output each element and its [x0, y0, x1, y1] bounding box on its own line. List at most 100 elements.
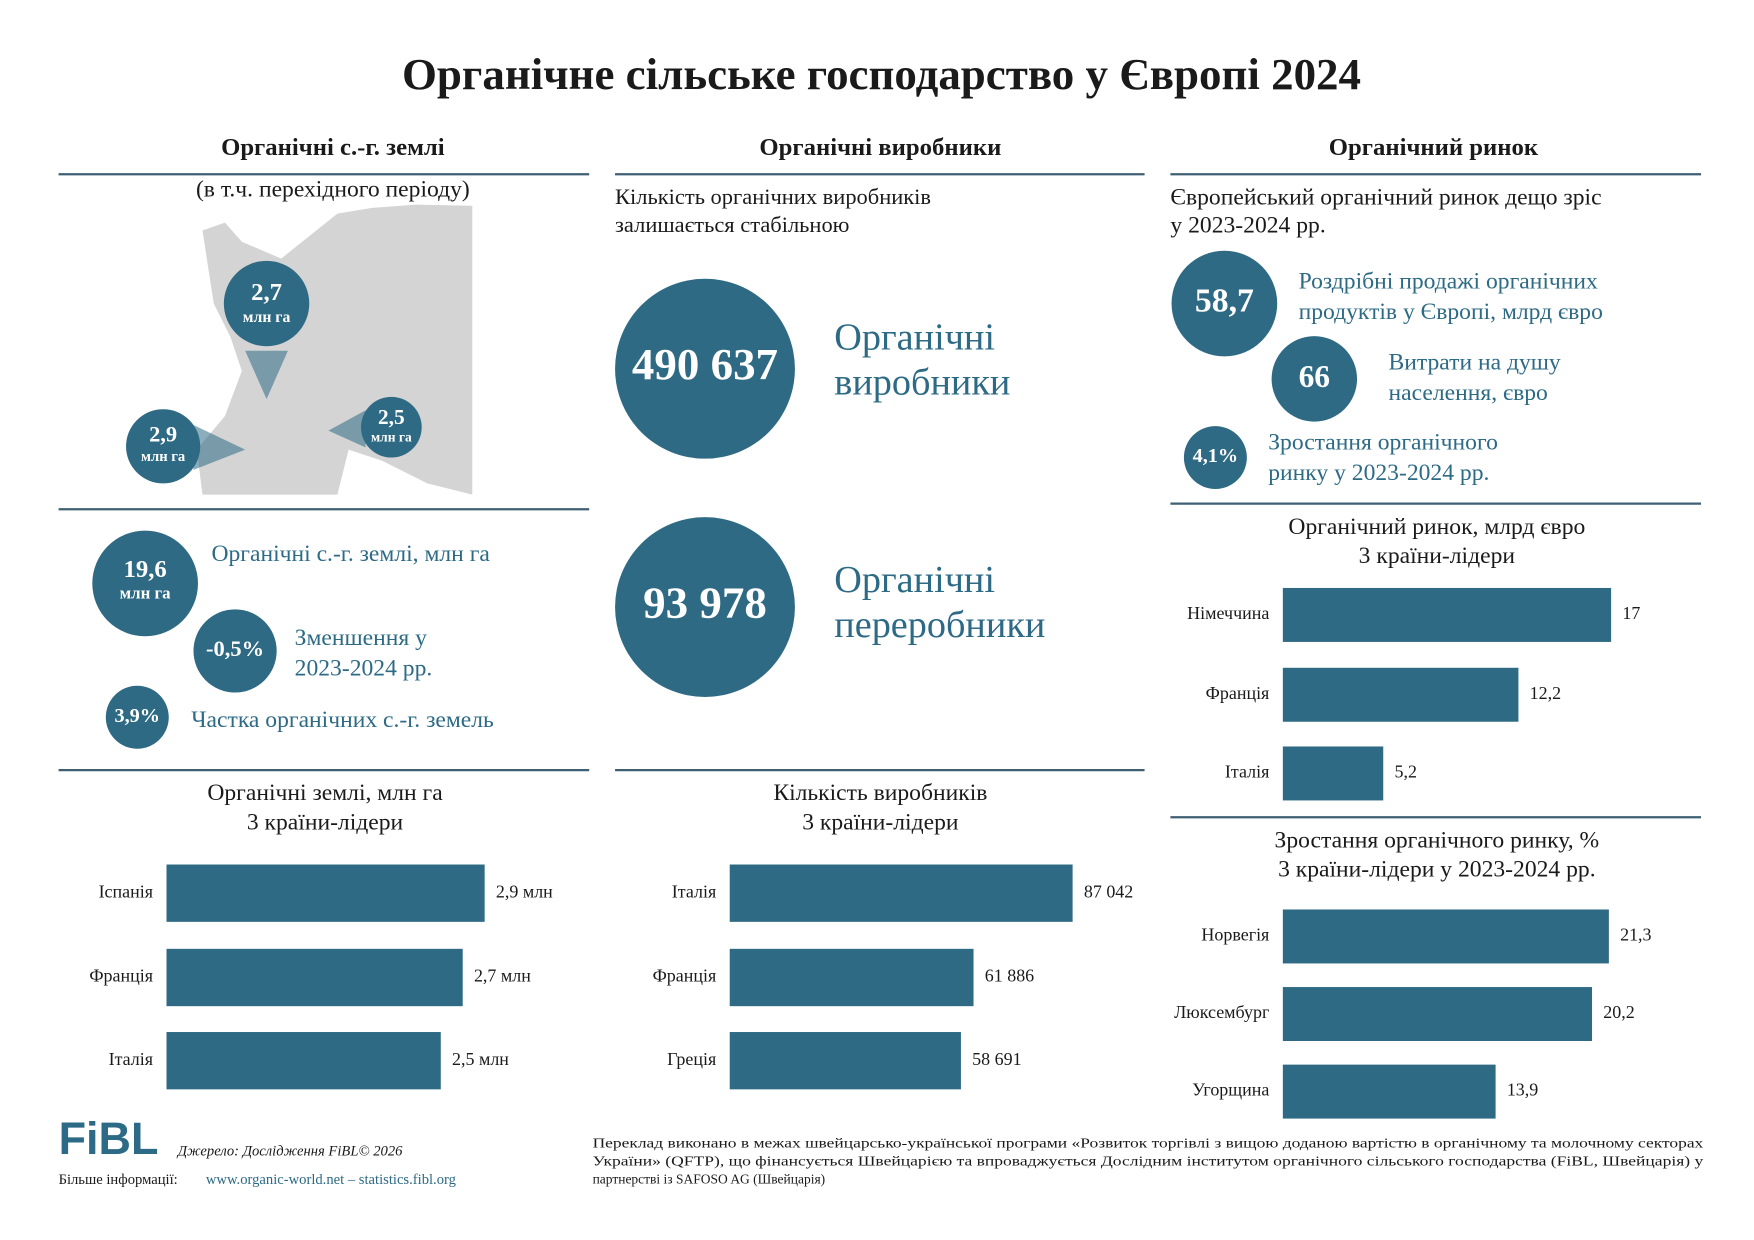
section-heading: Органічний ринок	[1329, 134, 1539, 161]
bar	[1282, 1064, 1496, 1119]
stat-circle	[105, 685, 169, 749]
footnote: України» (QFTP), що фінансується Швейцар…	[593, 1154, 1704, 1169]
more-info-label: Більше інформації:	[59, 1172, 178, 1188]
stat-value: 4,1%	[1193, 445, 1239, 467]
stat-circle	[1183, 426, 1247, 490]
stat-circle	[1271, 336, 1358, 422]
intro-text: Кількість органічних виробників	[615, 184, 931, 209]
chart-title: Органічний ринок, млрд євро	[1288, 514, 1585, 540]
bar	[166, 864, 485, 922]
bar	[166, 948, 463, 1007]
stat-circle	[615, 278, 795, 459]
map-marker	[223, 260, 310, 347]
value-label: 17	[1622, 603, 1640, 623]
subheading: (в т.ч. перехідного періоду)	[196, 177, 470, 203]
stat-label: Органічні	[834, 316, 995, 358]
marker-value: 2,9	[149, 421, 177, 446]
stat-circle	[193, 609, 277, 693]
stat-label: виробники	[834, 361, 1010, 403]
stat-value: 3,9%	[115, 705, 161, 727]
bar	[1282, 909, 1609, 964]
value-label: 12,2	[1530, 683, 1561, 703]
footnote: партнерстві із SAFOSO AG (Швейцарія)	[593, 1172, 826, 1187]
chart-title: 3 країни-лідери	[1359, 543, 1516, 569]
bar	[729, 864, 1073, 922]
stat-label: Зростання органічного	[1268, 429, 1498, 455]
category-label: Італія	[1225, 762, 1269, 782]
map-pointer	[245, 350, 288, 400]
category-label: Німеччина	[1187, 603, 1269, 623]
marker-unit: млн га	[371, 430, 412, 445]
bar	[166, 1032, 441, 1090]
value-label: 20,2	[1603, 1002, 1634, 1022]
value-label: 5,2	[1394, 762, 1416, 782]
category-label: Італія	[109, 1049, 153, 1069]
stat-value: 490 637	[632, 339, 778, 389]
stat-label: переробники	[834, 604, 1045, 646]
category-label: Іспанія	[99, 881, 153, 901]
category-label: Угорщина	[1192, 1080, 1269, 1100]
stat-value: 19,6	[124, 556, 167, 583]
value-label: 87 042	[1084, 881, 1133, 901]
stat-circle	[615, 517, 795, 698]
logo: FiBL	[59, 1113, 159, 1164]
category-label: Франція	[1206, 683, 1270, 703]
marker-value: 2,5	[378, 405, 405, 429]
bar	[1282, 746, 1384, 801]
category-label: Франція	[89, 966, 153, 986]
stat-label: Зменшення у	[295, 625, 427, 651]
stat-label: Частка органічних с.-г. земель	[191, 707, 494, 733]
footnote: Переклад виконано в межах швейцарсько-ук…	[593, 1136, 1704, 1151]
chart-title: 3 країни-лідери у 2023-2024 рр.	[1278, 857, 1596, 883]
map-marker	[126, 409, 201, 484]
marker-value: 2,7	[251, 279, 282, 306]
bar	[729, 1032, 961, 1090]
intro-text: Європейський органічний ринок дещо зріс	[1170, 184, 1601, 210]
chart-title: Зростання органічного ринку, %	[1275, 827, 1600, 853]
map-pointer	[193, 424, 246, 470]
more-info-links[interactable]: www.organic-world.net – statistics.fibl.…	[206, 1172, 457, 1188]
section-heading: Органічні виробники	[759, 134, 1001, 161]
stat-label: продуктів у Європі, млрд євро	[1299, 299, 1603, 325]
stat-label: Органічні	[834, 559, 995, 601]
bar	[1282, 987, 1593, 1042]
category-label: Норвегія	[1201, 925, 1269, 945]
value-label: 2,5 млн	[452, 1049, 509, 1069]
map-pointer	[328, 410, 366, 448]
value-label: 2,7 млн	[474, 966, 531, 986]
stat-value: 93 978	[643, 577, 767, 627]
bar	[729, 948, 974, 1007]
category-label: Франція	[653, 966, 717, 986]
stat-unit: млн га	[120, 584, 172, 603]
stat-label: 2023-2024 рр.	[295, 655, 433, 681]
stat-label: населення, євро	[1389, 380, 1548, 406]
marker-unit: млн га	[243, 309, 291, 326]
category-label: Греція	[667, 1049, 716, 1069]
stat-circle	[92, 530, 198, 637]
bar	[1282, 667, 1519, 722]
value-label: 2,9 млн	[496, 881, 553, 901]
category-label: Італія	[672, 881, 716, 901]
category-label: Люксембург	[1174, 1002, 1269, 1022]
marker-unit: млн га	[141, 449, 186, 465]
intro-text: у 2023-2024 рр.	[1170, 213, 1325, 239]
value-label: 61 886	[985, 966, 1034, 986]
value-label: 13,9	[1507, 1080, 1538, 1100]
bar	[1282, 587, 1612, 642]
value-label: 21,3	[1620, 925, 1651, 945]
source: Джерело: Дослідження FiBL© 2026	[176, 1144, 403, 1160]
section-heading: Органічні с.-г. землі	[221, 134, 445, 161]
stat-label: ринку у 2023-2024 рр.	[1268, 460, 1489, 486]
stat-label: Витрати на душу	[1389, 350, 1561, 376]
stat-value: 66	[1299, 359, 1330, 394]
chart-title: Органічні землі, млн га	[207, 780, 443, 806]
value-label: 58 691	[972, 1049, 1021, 1069]
chart-title: 3 країни-лідери	[802, 809, 959, 835]
map-marker	[360, 396, 422, 458]
stat-label: Органічні с.-г. землі, млн га	[211, 541, 490, 567]
intro-text: залишається стабільною	[615, 212, 849, 237]
stat-label: Роздрібні продажі органічних	[1299, 269, 1598, 295]
